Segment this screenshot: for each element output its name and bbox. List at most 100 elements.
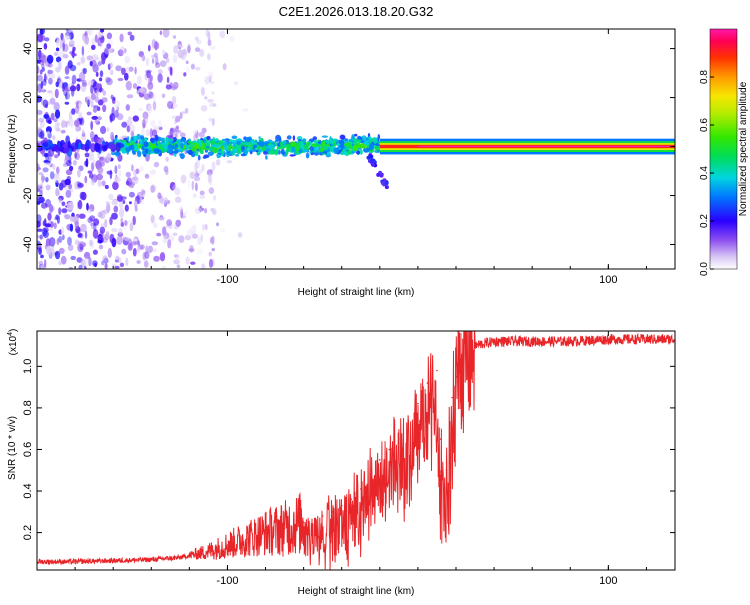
heatmap-cell <box>127 116 133 120</box>
heatmap-cell <box>95 71 99 77</box>
heatmap-cell <box>81 45 85 56</box>
heatmap-cell <box>187 145 191 149</box>
heatmap-cell <box>172 35 177 39</box>
heatmap-cell <box>226 154 230 158</box>
heatmap-cell <box>62 54 69 59</box>
heatmap-cell <box>264 140 269 147</box>
heatmap-cell <box>160 137 165 141</box>
heatmap-cell <box>157 119 162 128</box>
heatmap-cell <box>37 244 42 248</box>
heatmap-cell <box>87 151 94 161</box>
heatmap-feature-main-return-band <box>37 132 389 190</box>
heatmap-cell <box>219 30 226 39</box>
snr-scale-label: (x104) <box>7 329 19 356</box>
heatmap-cell <box>66 160 72 167</box>
heatmap-cell <box>229 146 235 150</box>
heatmap-cell <box>188 149 193 156</box>
heatmap-cell <box>125 257 129 267</box>
heatmap-cell <box>90 100 94 108</box>
heatmap-cell <box>68 119 71 127</box>
heatmap-cell <box>208 75 212 83</box>
heatmap-cell <box>86 139 90 149</box>
heatmap-cell <box>56 238 60 246</box>
heatmap-cell <box>100 125 107 135</box>
heatmap-cell <box>194 176 201 182</box>
snr-point <box>360 488 362 490</box>
heatmap-cell <box>201 164 205 172</box>
heatmap-cell <box>87 209 93 214</box>
series-snr <box>37 331 675 570</box>
heatmap-cell <box>211 91 216 95</box>
heatmap-cell <box>165 169 169 176</box>
heatmap-cell <box>219 228 226 233</box>
heatmap-cell <box>144 173 150 179</box>
heatmap-cell <box>41 63 45 69</box>
heatmap-cell <box>183 54 187 61</box>
heatmap-cell <box>162 49 166 56</box>
heatmap-cell <box>189 171 196 179</box>
heatmap-cell <box>125 80 132 91</box>
snr-point <box>207 550 210 553</box>
heatmap-cell <box>205 139 211 146</box>
heatmap-cell <box>169 181 176 191</box>
heatmap-cell <box>102 237 108 244</box>
heatmap-cell <box>86 202 89 211</box>
snr-y-tick-label: 0.6 <box>22 442 34 457</box>
heatmap-cell <box>147 44 151 52</box>
heatmap-cell <box>208 117 213 122</box>
heatmap-cell <box>92 81 98 91</box>
heatmap-cell <box>322 145 328 151</box>
heatmap-cell <box>159 252 166 262</box>
heatmap-cell <box>74 239 79 245</box>
heatmap-cell <box>340 151 344 156</box>
heatmap-cell <box>37 109 43 116</box>
heatmap-cell <box>58 207 62 216</box>
snr-point <box>264 531 267 534</box>
heatmap-cell <box>285 143 292 149</box>
heatmap-cell <box>69 64 77 72</box>
heatmap-cell <box>114 176 121 183</box>
heatmap-cell <box>166 219 173 227</box>
heatmap-cell <box>61 201 66 207</box>
heatmap-cell <box>101 144 108 152</box>
heatmap-cell <box>375 145 378 152</box>
heatmap-cell <box>130 136 134 142</box>
heatmap-cell <box>64 76 70 80</box>
heatmap-cell <box>180 137 186 143</box>
heatmap-cell <box>148 151 155 154</box>
heatmap-cell <box>89 60 93 67</box>
heatmap-cell <box>136 260 141 264</box>
heatmap-cell <box>74 220 80 230</box>
heatmap-cell <box>127 220 134 224</box>
heatmap-cell <box>70 85 77 92</box>
heatmap-cell <box>174 196 182 203</box>
heatmap-cell <box>197 236 202 246</box>
heatmap-cell <box>69 51 74 55</box>
heatmap-cell <box>251 141 257 145</box>
heatmap-cell <box>62 42 65 52</box>
heatmap-cell <box>151 54 156 59</box>
heatmap-cell <box>172 232 178 236</box>
heatmap-cell <box>150 185 155 193</box>
heatmap-cell <box>132 175 139 185</box>
heatmap-cell <box>47 212 52 221</box>
heatmap-cell <box>97 116 102 121</box>
heatmap-cell <box>94 57 100 61</box>
heatmap-cell <box>104 184 109 190</box>
heatmap-cell <box>63 212 67 217</box>
heatmap-cell <box>76 257 83 263</box>
heatmap-cell <box>119 33 124 43</box>
heatmap-cell <box>237 149 241 154</box>
heatmap-cell <box>167 100 174 109</box>
heatmap-cell <box>241 145 245 151</box>
heatmap-cell <box>66 120 70 125</box>
heatmap-cell <box>255 149 259 153</box>
heatmap-cell <box>181 111 186 115</box>
heatmap-cell <box>195 132 198 136</box>
heatmap-cell <box>126 125 131 133</box>
heatmap-cell <box>185 256 190 265</box>
heatmap-cell <box>80 56 86 64</box>
heatmap-cell <box>109 113 116 122</box>
carrier-core <box>417 145 675 147</box>
heatmap-cell <box>128 239 133 249</box>
